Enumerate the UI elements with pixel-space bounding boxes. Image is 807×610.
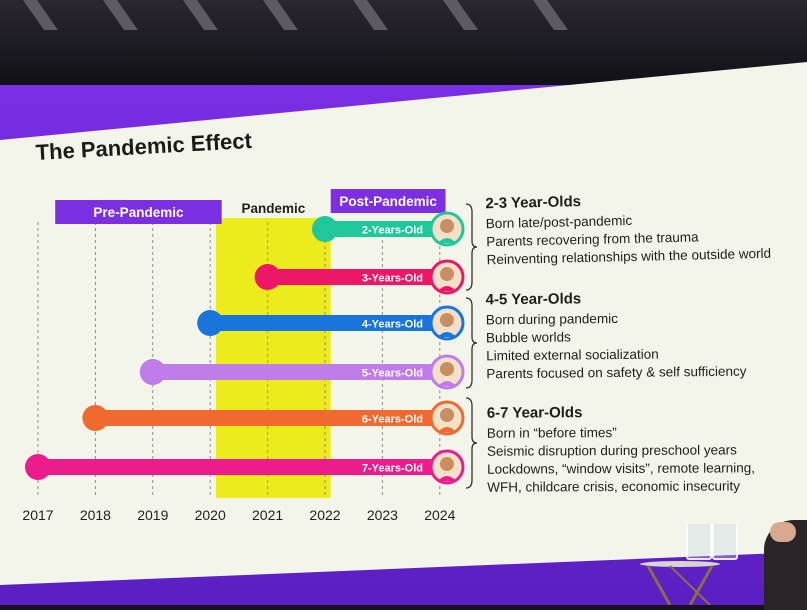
year-label: 2021 (252, 507, 283, 523)
child-shirt-icon (438, 238, 456, 243)
year-label: 2022 (309, 507, 340, 523)
presenter-hand (770, 522, 796, 542)
group-line: WFH, childcare crisis, economic insecuri… (487, 478, 741, 495)
bar-start-dot (82, 405, 109, 431)
child-face-icon (440, 313, 454, 327)
child-face-icon (440, 408, 454, 422)
child-face-icon (440, 362, 454, 376)
bar-label: 2-Years-Old (362, 225, 423, 237)
child-shirt-icon (438, 332, 456, 337)
group-line: Born during pandemic (485, 310, 618, 328)
bar-label: 4-Years-Old (362, 319, 423, 331)
group-4-5: 4-5 Year-Olds Born during pandemic Bubbl… (486, 289, 747, 385)
child-face-icon (440, 267, 454, 281)
year-label: 2023 (367, 507, 398, 523)
age-bar (210, 315, 447, 331)
age-bar (267, 269, 447, 285)
age-bar (95, 410, 448, 426)
child-face-icon (440, 457, 454, 471)
group-line: Lockdowns, “window visits”, remote learn… (487, 460, 755, 477)
group-2-3: 2-3 Year-Olds Born late/post-pandemic Pa… (485, 189, 771, 270)
group-line: Parents focused on safety & self suffici… (486, 363, 747, 382)
group-line: Born in “before times” (486, 425, 617, 441)
group-line: Reinventing relationships with the outsi… (486, 245, 772, 268)
group-line: Limited external socialization (486, 346, 659, 364)
pandemic-band (215, 218, 331, 498)
era-label: Pandemic (241, 201, 305, 216)
age-bar (325, 221, 447, 237)
group-brace (465, 203, 478, 291)
bar-start-dot (197, 310, 224, 336)
stage-ceiling (0, 0, 807, 85)
bar-label: 5-Years-Old (362, 368, 423, 380)
child-shirt-icon (438, 381, 456, 386)
era-header (330, 189, 446, 213)
child-face-icon (440, 219, 454, 233)
year-label: 2020 (195, 507, 226, 523)
group-line: Bubble worlds (485, 329, 571, 346)
group-brace (465, 397, 478, 489)
child-shirt-icon (438, 427, 456, 432)
side-table (640, 561, 720, 605)
year-label: 2024 (424, 507, 455, 523)
year-label: 2017 (22, 507, 53, 523)
year-label: 2018 (80, 507, 111, 523)
group-line: Seismic disruption during preschool year… (486, 442, 737, 459)
bar-start-dot (254, 264, 281, 290)
bar-label: 7-Years-Old (362, 463, 423, 475)
bar-start-dot (312, 216, 338, 242)
year-label: 2019 (137, 507, 168, 523)
age-bar (152, 364, 448, 380)
era-label: Pre-Pandemic (93, 205, 184, 220)
bar-label: 6-Years-Old (362, 414, 423, 426)
era-label: Post-Pandemic (339, 194, 437, 209)
bar-start-dot (139, 359, 166, 385)
group-heading: 4-5 Year-Olds (485, 290, 582, 309)
bar-start-dot (25, 454, 51, 480)
child-shirt-icon (438, 476, 456, 481)
group-heading: 6-7 Year-Olds (486, 404, 583, 422)
group-6-7: 6-7 Year-Olds Born in “before times” Sei… (487, 403, 755, 497)
era-header (55, 200, 222, 224)
age-bar (38, 459, 447, 475)
group-brace (465, 297, 478, 389)
bar-label: 3-Years-Old (362, 273, 423, 285)
child-shirt-icon (438, 286, 456, 291)
